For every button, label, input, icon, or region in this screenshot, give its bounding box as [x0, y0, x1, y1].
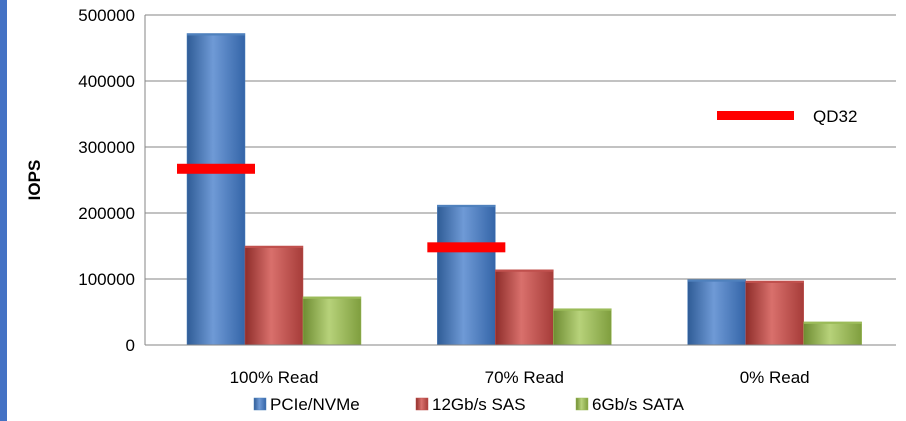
bar-top-1-1	[495, 269, 554, 272]
bar-0-1	[437, 204, 496, 346]
qd32-legend-label: QD32	[813, 107, 857, 126]
qd32-marker-1	[427, 242, 506, 253]
bar-top-0-1	[437, 205, 496, 208]
bar-top-2-2	[803, 321, 862, 324]
bar-top-1-2	[745, 280, 804, 283]
series-legend: PCIe/NVMe 12Gb/s SAS 6Gb/s SATA	[253, 395, 685, 414]
y-tick-label: 300000	[78, 138, 135, 157]
x-tick-label: 100% Read	[230, 368, 319, 387]
legend-swatch-2	[575, 397, 589, 411]
bar-top-0-0	[187, 33, 245, 36]
legend-label-2: 6Gb/s SATA	[592, 395, 685, 414]
bar-top-2-1	[553, 308, 612, 311]
bar-2-1	[553, 308, 612, 346]
gridlines	[145, 14, 896, 280]
qd32-legend-swatch	[717, 111, 794, 120]
bar-0-0	[186, 33, 246, 346]
y-tick-label: 0	[126, 336, 135, 355]
bar-top-2-0	[303, 296, 361, 299]
left-border-strip	[0, 0, 7, 421]
x-tick-labels: 100% Read 70% Read 0% Read	[230, 368, 810, 387]
bar-0-2	[687, 279, 746, 346]
bar-1-1	[495, 269, 554, 346]
qd32-marker-0	[177, 163, 255, 174]
legend-label-0: PCIe/NVMe	[270, 395, 360, 414]
y-tick-labels: 0 100000 200000 300000 400000 500000	[78, 6, 135, 355]
legend-swatch-0	[253, 397, 267, 411]
bars	[186, 33, 862, 346]
bar-1-0	[244, 245, 304, 346]
reference-markers	[177, 163, 506, 253]
y-tick-label: 500000	[78, 6, 135, 25]
legend-swatch-1	[415, 397, 429, 411]
legend-label-1: 12Gb/s SAS	[432, 395, 526, 414]
bar-top-0-2	[687, 279, 746, 282]
bar-2-0	[302, 296, 362, 346]
y-axis-title: IOPS	[25, 160, 44, 201]
y-tick-label: 200000	[78, 204, 135, 223]
x-tick-label: 70% Read	[485, 368, 564, 387]
y-tick-label: 100000	[78, 270, 135, 289]
x-tick-label: 0% Read	[740, 368, 810, 387]
y-tick-label: 400000	[78, 72, 135, 91]
bar-1-2	[745, 280, 804, 346]
bar-top-1-0	[245, 246, 303, 248]
bar-2-2	[803, 321, 862, 346]
